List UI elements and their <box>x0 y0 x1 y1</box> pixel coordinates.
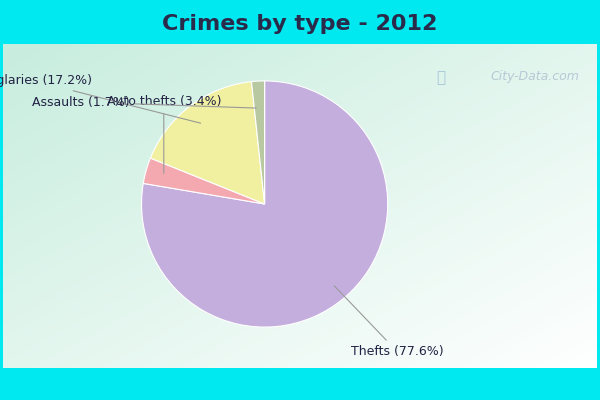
Text: Auto thefts (3.4%): Auto thefts (3.4%) <box>107 95 221 173</box>
Text: Burglaries (17.2%): Burglaries (17.2%) <box>0 74 200 123</box>
Wedge shape <box>142 81 388 327</box>
Wedge shape <box>151 82 265 204</box>
Text: Thefts (77.6%): Thefts (77.6%) <box>334 286 443 358</box>
Text: ⓘ: ⓘ <box>437 70 446 85</box>
Text: Crimes by type - 2012: Crimes by type - 2012 <box>163 14 437 34</box>
Wedge shape <box>143 158 265 204</box>
Text: Assaults (1.7%): Assaults (1.7%) <box>32 96 256 108</box>
Text: City-Data.com: City-Data.com <box>490 70 579 83</box>
Wedge shape <box>251 81 265 204</box>
